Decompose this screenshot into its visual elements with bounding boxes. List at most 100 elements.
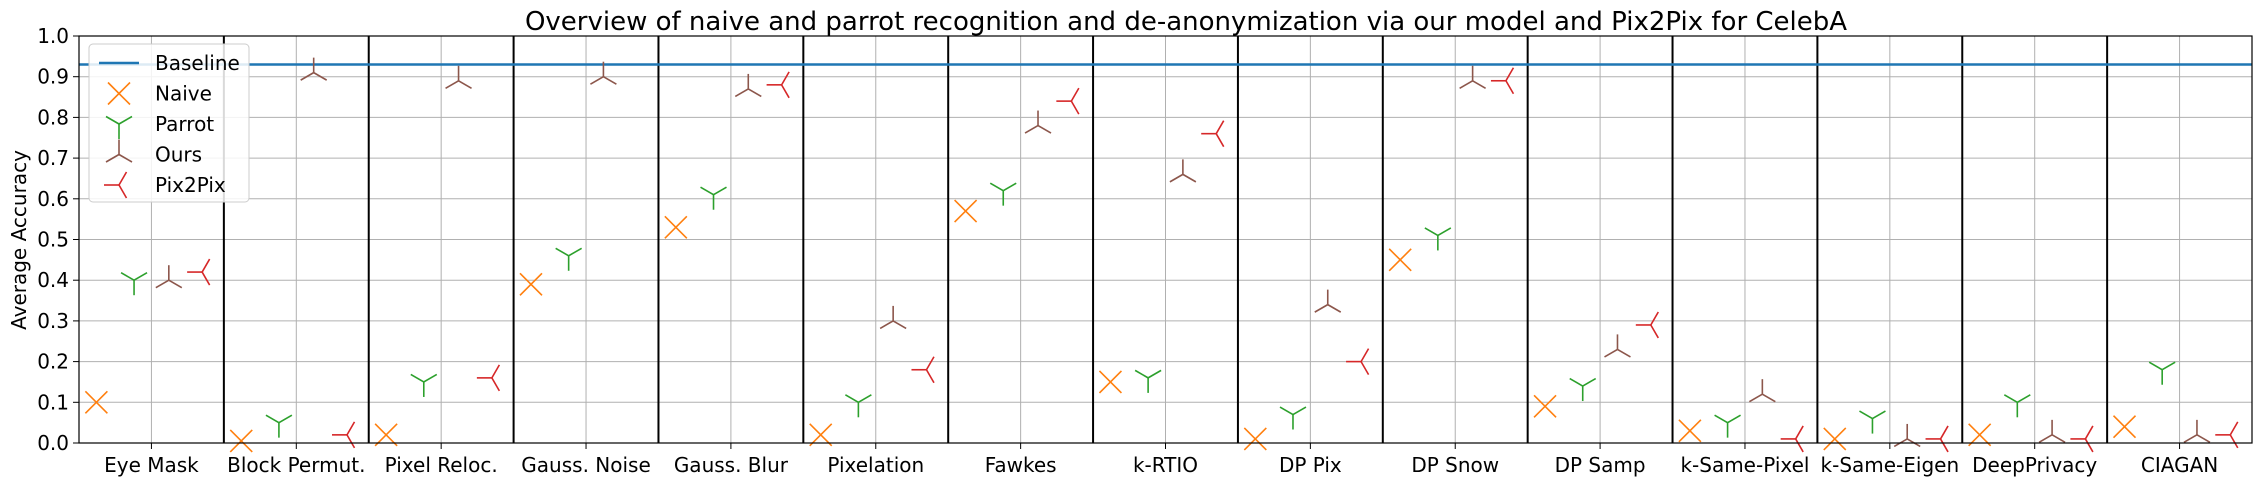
legend-item: Parrot xyxy=(105,112,214,139)
data-point-naive xyxy=(1533,394,1557,418)
data-point-parrot xyxy=(1714,414,1741,438)
data-point-ours xyxy=(1748,379,1776,403)
data-point-parrot xyxy=(989,182,1017,206)
x-tick-label: Gauss. Blur xyxy=(674,453,789,477)
x-tick-label: DP Pix xyxy=(1279,453,1342,477)
data-point-naive xyxy=(1098,370,1123,394)
y-tick-label: 0.9 xyxy=(37,65,69,89)
y-tick-label: 0.5 xyxy=(37,228,69,252)
data-point-pix2pix xyxy=(187,258,211,286)
data-point-parrot xyxy=(2003,394,2031,418)
y-tick-label: 0.6 xyxy=(37,187,69,211)
x-tick-label: Pixel Reloc. xyxy=(385,453,498,477)
data-marks xyxy=(84,57,2239,453)
legend-marker xyxy=(105,115,133,139)
y-tick-label: 0.4 xyxy=(37,268,69,292)
data-point-parrot xyxy=(1279,406,1307,430)
data-point-parrot xyxy=(120,272,148,296)
data-point-naive xyxy=(954,199,978,223)
legend-item: Ours xyxy=(105,139,202,167)
x-tick-label: DP Snow xyxy=(1411,453,1499,477)
legend-item: Baseline xyxy=(99,51,240,75)
data-point-ours xyxy=(1459,65,1487,89)
data-point-parrot xyxy=(1424,227,1452,251)
y-axis-label: Average Accuracy xyxy=(7,150,31,330)
data-point-pix2pix xyxy=(1056,87,1080,115)
y-tick-label: 0.0 xyxy=(37,431,69,455)
data-point-naive xyxy=(84,390,108,414)
x-tick-label: k-Same-Pixel xyxy=(1680,453,1809,477)
legend-marker xyxy=(105,139,133,163)
data-point-naive xyxy=(1678,419,1702,443)
x-tick-label: Pixelation xyxy=(827,453,924,477)
data-point-naive xyxy=(1388,248,1412,272)
data-point-naive xyxy=(2112,415,2137,439)
y-ticks: 0.0 0.1 0.2 0.3 0.4 0.5 0.6 0.7 0.8 0.9 1.0 xyxy=(37,24,79,455)
data-point-pix2pix xyxy=(1490,67,1515,95)
data-point-pix2pix xyxy=(1635,311,1659,339)
data-point-pix2pix xyxy=(476,364,501,392)
y-tick-label: 0.1 xyxy=(37,390,69,414)
x-tick-label: DP Samp xyxy=(1555,453,1646,477)
data-point-ours xyxy=(2183,419,2211,444)
data-point-ours xyxy=(1024,110,1052,134)
data-point-ours xyxy=(1604,334,1631,358)
data-point-ours xyxy=(300,57,328,81)
data-point-naive xyxy=(809,423,833,447)
grid xyxy=(79,35,2252,444)
x-tick-label: Fawkes xyxy=(985,453,1057,477)
data-point-ours xyxy=(1314,289,1342,313)
data-point-naive xyxy=(1968,423,1992,447)
data-point-pix2pix xyxy=(332,421,356,449)
legend: Baseline Naive Parrot Ours Pix2Pix xyxy=(88,43,250,203)
data-point-naive xyxy=(1243,427,1267,451)
data-point-naive xyxy=(519,272,543,296)
y-tick-label: 0.7 xyxy=(37,146,69,170)
data-point-parrot xyxy=(265,414,293,438)
legend-marker xyxy=(107,81,131,106)
x-ticks: Eye Mask Block Permut. Pixel Reloc. Gauss. … xyxy=(104,443,2218,477)
data-point-ours xyxy=(879,305,907,330)
data-point-ours xyxy=(1169,159,1197,183)
data-point-parrot xyxy=(410,373,438,397)
data-point-ours xyxy=(734,73,762,98)
legend-item: Naive xyxy=(107,81,212,106)
data-point-ours xyxy=(2038,419,2066,444)
data-point-pix2pix xyxy=(1346,348,1370,375)
legend-label: Parrot xyxy=(155,112,214,136)
data-point-parrot xyxy=(700,186,727,210)
data-point-ours xyxy=(445,65,472,89)
x-tick-label: Gauss. Noise xyxy=(521,453,650,477)
y-tick-label: 1.0 xyxy=(37,24,69,48)
legend-label: Ours xyxy=(155,143,202,167)
x-tick-label: Eye Mask xyxy=(104,453,199,477)
x-tick-label: CIAGAN xyxy=(2141,453,2218,477)
data-point-pix2pix xyxy=(766,71,790,99)
data-point-pix2pix xyxy=(1201,120,1225,148)
data-point-naive xyxy=(229,429,253,453)
legend-label: Pix2Pix xyxy=(155,173,226,197)
data-point-naive xyxy=(1823,427,1847,451)
data-point-pix2pix xyxy=(1780,425,1804,453)
data-point-naive xyxy=(374,423,398,447)
data-point-ours xyxy=(590,61,617,85)
x-tick-label: k-Same-Eigen xyxy=(1821,453,1960,477)
legend-label: Naive xyxy=(155,82,212,106)
data-point-parrot xyxy=(1134,369,1162,393)
data-point-naive xyxy=(664,215,688,239)
x-tick-label: Block Permut. xyxy=(227,453,365,477)
data-point-parrot xyxy=(2148,361,2176,385)
data-point-pix2pix xyxy=(2070,425,2094,453)
data-point-pix2pix xyxy=(2215,421,2239,449)
x-tick-label: DeepPrivacy xyxy=(1972,453,2097,477)
x-tick-label: k-RTIO xyxy=(1133,453,1198,477)
y-tick-label: 0.2 xyxy=(37,350,69,374)
chart-title: Overview of naive and parrot recognition… xyxy=(525,7,1847,37)
legend-marker xyxy=(104,171,128,199)
data-point-pix2pix xyxy=(1925,425,1949,453)
data-point-parrot xyxy=(844,394,872,418)
data-point-parrot xyxy=(555,247,583,271)
y-tick-label: 0.8 xyxy=(37,105,69,129)
data-point-ours xyxy=(155,265,183,289)
